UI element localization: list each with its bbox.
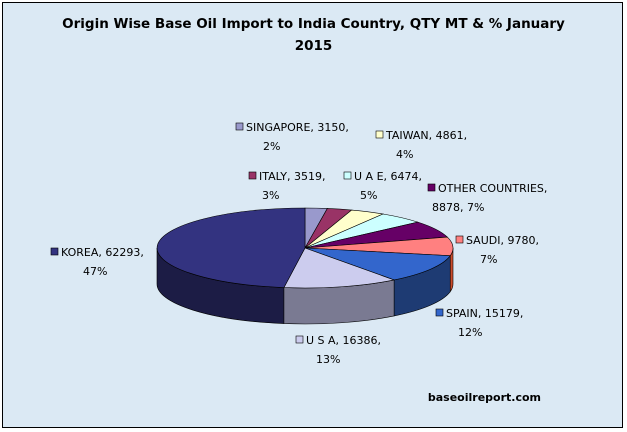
data-label-korea: KOREA, 62293, xyxy=(61,246,144,259)
data-label-saudi: SAUDI, 9780, xyxy=(466,234,539,247)
data-label-u-a-e: U A E, 6474, xyxy=(354,170,422,183)
legend-swatch-korea xyxy=(50,247,59,256)
data-label-pct-usa: 13% xyxy=(316,353,340,366)
chart-title: Origin Wise Base Oil Import to India Cou… xyxy=(3,13,624,57)
pie-slice-usa xyxy=(283,247,396,289)
data-label-pct-other-countries: 8878, 7% xyxy=(432,201,484,214)
data-label-pct-u-a-e: 5% xyxy=(360,189,377,202)
legend-swatch-spain xyxy=(435,308,444,317)
legend-swatch-taiwan xyxy=(375,130,384,139)
legend-swatch-other-countries xyxy=(427,183,436,192)
source-footer: baseoilreport.com xyxy=(427,391,541,404)
legend-swatch-usa xyxy=(295,335,304,344)
data-label-spain: SPAIN, 15179, xyxy=(446,307,523,320)
data-label-pct-spain: 12% xyxy=(458,326,482,339)
data-label-pct-korea: 47% xyxy=(83,265,107,278)
data-label-pct-singapore: 2% xyxy=(263,140,280,153)
data-label-pct-taiwan: 4% xyxy=(396,148,413,161)
data-label-singapore: SINGAPORE, 3150, xyxy=(246,121,349,134)
legend-swatch-u-a-e xyxy=(343,171,352,180)
chart-frame: Origin Wise Base Oil Import to India Cou… xyxy=(2,2,623,428)
data-label-pct-saudi: 7% xyxy=(480,253,497,266)
legend-swatch-singapore xyxy=(235,122,244,131)
legend-swatch-italy xyxy=(248,171,257,180)
data-label-taiwan: TAIWAN, 4861, xyxy=(385,129,467,142)
chart-title-line-2: 2015 xyxy=(294,38,333,54)
pie-slice-korea xyxy=(156,207,306,288)
data-label-other-countries: OTHER COUNTRIES, xyxy=(438,182,547,195)
data-label-usa: U S A, 16386, xyxy=(306,334,381,347)
pie-slice-spain xyxy=(304,247,451,281)
chart-title-line-1: Origin Wise Base Oil Import to India Cou… xyxy=(62,16,565,32)
data-label-italy: ITALY, 3519, xyxy=(259,170,326,183)
data-label-pct-italy: 3% xyxy=(262,189,279,202)
legend-swatch-saudi xyxy=(455,235,464,244)
